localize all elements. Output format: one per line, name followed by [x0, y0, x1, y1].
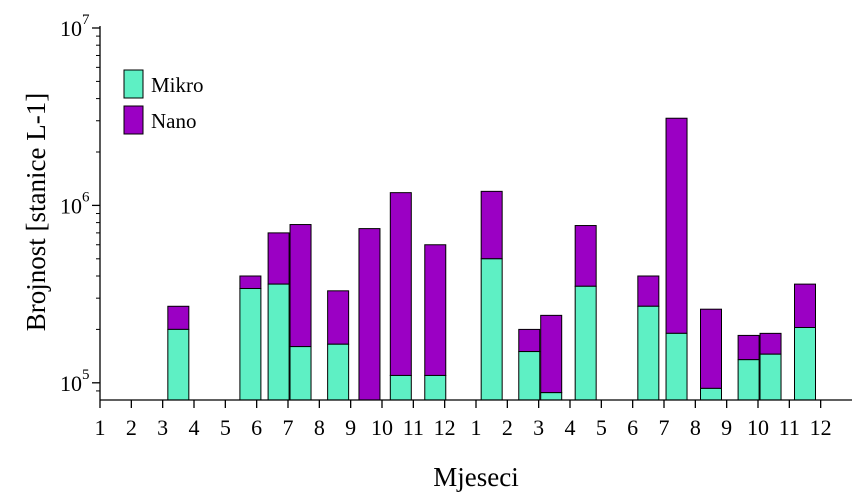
- x-tick-label: 4: [189, 415, 200, 440]
- bar-nano-15: [700, 308, 722, 389]
- bar-mikro-2: [239, 288, 262, 401]
- bar-mikro-3: [267, 283, 290, 401]
- x-tick-label: 4: [565, 415, 576, 440]
- bar-mikro-1: [167, 328, 190, 401]
- bar-nano-11: [540, 314, 563, 394]
- bar-mikro-12: [574, 285, 597, 401]
- x-tick-label: 12: [434, 415, 456, 440]
- x-tick-label: 2: [126, 415, 137, 440]
- bar-nano-18: [794, 283, 816, 329]
- bar-mikro-5: [327, 343, 350, 401]
- x-tick-label: 1: [95, 415, 106, 440]
- bar-nano-9: [480, 190, 503, 260]
- bar-nano-10: [518, 328, 541, 353]
- bar-nano-12: [574, 225, 597, 287]
- y-tick-label: 105: [60, 367, 90, 396]
- bar-mikro-8: [424, 374, 447, 401]
- legend-label-mikro: Mikro: [151, 73, 204, 97]
- bar-mikro-10: [518, 351, 541, 401]
- legend-swatch-nano: [123, 105, 144, 135]
- x-axis-title: Mjeseci: [433, 462, 518, 492]
- bar-nano-7: [389, 192, 412, 376]
- bar-nano-6: [358, 228, 381, 401]
- bar-nano-1: [167, 305, 190, 330]
- bar-nano-17: [759, 332, 782, 355]
- legend-swatch-mikro: [123, 69, 144, 99]
- bar-mikro-14: [665, 332, 688, 401]
- x-tick-label: 10: [371, 415, 393, 440]
- bar-nano-13: [637, 275, 660, 307]
- bar-nano-4: [289, 224, 312, 348]
- x-tick-label: 5: [596, 415, 607, 440]
- bar-mikro-7: [389, 374, 412, 401]
- bar-nano-2: [239, 275, 262, 290]
- bars: [167, 117, 816, 401]
- x-tick-label: 3: [533, 415, 544, 440]
- bar-nano-5: [327, 290, 350, 345]
- x-tick-label: 10: [747, 415, 769, 440]
- x-tick-label: 12: [810, 415, 832, 440]
- bar-nano-3: [267, 232, 290, 285]
- bar-mikro-17: [759, 353, 782, 401]
- x-tick-label: 2: [502, 415, 513, 440]
- x-tick-label: 1: [471, 415, 482, 440]
- bar-mikro-16: [737, 359, 760, 401]
- x-tick-label: 8: [690, 415, 701, 440]
- bar-mikro-18: [794, 327, 816, 401]
- bar-nano-14: [665, 117, 688, 334]
- bar-nano-8: [424, 244, 447, 376]
- bar-mikro-13: [637, 305, 660, 401]
- x-tick-label: 7: [659, 415, 670, 440]
- bar-nano-16: [737, 334, 760, 361]
- x-tick-label: 11: [779, 415, 800, 440]
- y-tick-label: 107: [60, 12, 90, 41]
- bar-mikro-11: [540, 392, 563, 401]
- bar-mikro-15: [700, 387, 722, 401]
- legend: Mikro Nano: [123, 69, 204, 135]
- x-tick-label: 11: [403, 415, 424, 440]
- bar-mikro-9: [480, 258, 503, 401]
- x-tick-label: 6: [251, 415, 262, 440]
- legend-label-nano: Nano: [151, 109, 197, 133]
- bar-mikro-4: [289, 346, 312, 401]
- y-axis-title: Brojnost [stanice L-1]: [21, 93, 51, 331]
- x-tick-label: 8: [314, 415, 325, 440]
- x-tick-label: 3: [157, 415, 168, 440]
- x-tick-label: 9: [721, 415, 732, 440]
- x-tick-label: 6: [627, 415, 638, 440]
- x-tick-label: 5: [220, 415, 231, 440]
- x-tick-label: 7: [283, 415, 294, 440]
- x-tick-label: 9: [345, 415, 356, 440]
- y-tick-label: 106: [60, 189, 90, 218]
